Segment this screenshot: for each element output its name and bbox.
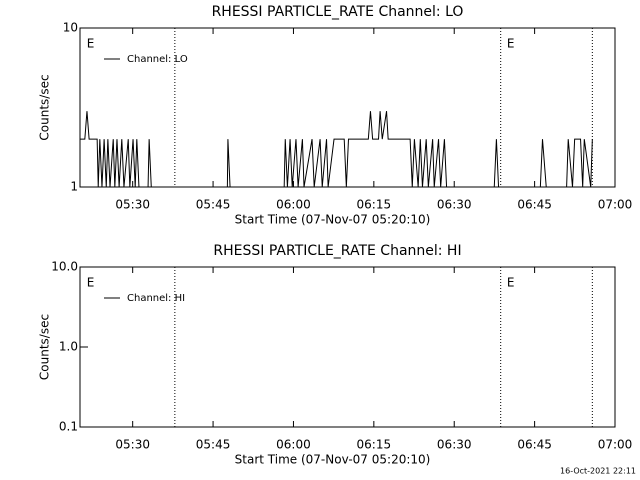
x-tick-label: 06:15 xyxy=(357,198,392,212)
annotation: E xyxy=(507,37,515,51)
x-tick-label: 05:45 xyxy=(196,438,231,452)
x-axis-label: Start Time (07-Nov-07 05:20:10) xyxy=(235,213,431,227)
y-axis-label: Counts/sec xyxy=(38,74,52,140)
chart-title: RHESSI PARTICLE_RATE Channel: LO xyxy=(212,4,464,20)
legend-label: Channel: HI xyxy=(127,293,185,304)
x-tick-label: 06:00 xyxy=(276,438,311,452)
plot-frame xyxy=(79,266,616,428)
x-tick-label: 06:30 xyxy=(437,438,472,452)
x-tick-label: 05:45 xyxy=(196,198,231,212)
x-tick-label: 05:30 xyxy=(115,438,150,452)
annotation: E xyxy=(87,276,95,290)
y-tick-label: 1 xyxy=(70,180,78,194)
y-axis-label: Counts/sec xyxy=(38,314,52,380)
data-line xyxy=(80,111,593,188)
x-tick-label: 05:30 xyxy=(115,198,150,212)
x-tick-label: 06:15 xyxy=(357,438,392,452)
x-tick-label: 07:00 xyxy=(598,198,633,212)
x-tick-label: 07:00 xyxy=(598,438,633,452)
x-tick-label: 06:00 xyxy=(276,198,311,212)
annotation: E xyxy=(507,276,515,290)
x-tick-label: 06:45 xyxy=(517,438,552,452)
annotation: E xyxy=(87,37,95,51)
chart-title: RHESSI PARTICLE_RATE Channel: HI xyxy=(213,243,461,259)
legend-label: Channel: LO xyxy=(127,54,188,65)
y-tick-label: 1.0 xyxy=(59,340,78,354)
y-tick-label: 10 xyxy=(63,21,78,35)
x-tick-label: 06:45 xyxy=(517,198,552,212)
x-axis-label: Start Time (07-Nov-07 05:20:10) xyxy=(235,453,431,467)
y-tick-label: 0.1 xyxy=(59,420,78,434)
footer-timestamp: 16-Oct-2021 22:11 xyxy=(560,467,636,476)
y-tick-label: 10.0 xyxy=(51,260,78,274)
x-tick-label: 06:30 xyxy=(437,198,472,212)
